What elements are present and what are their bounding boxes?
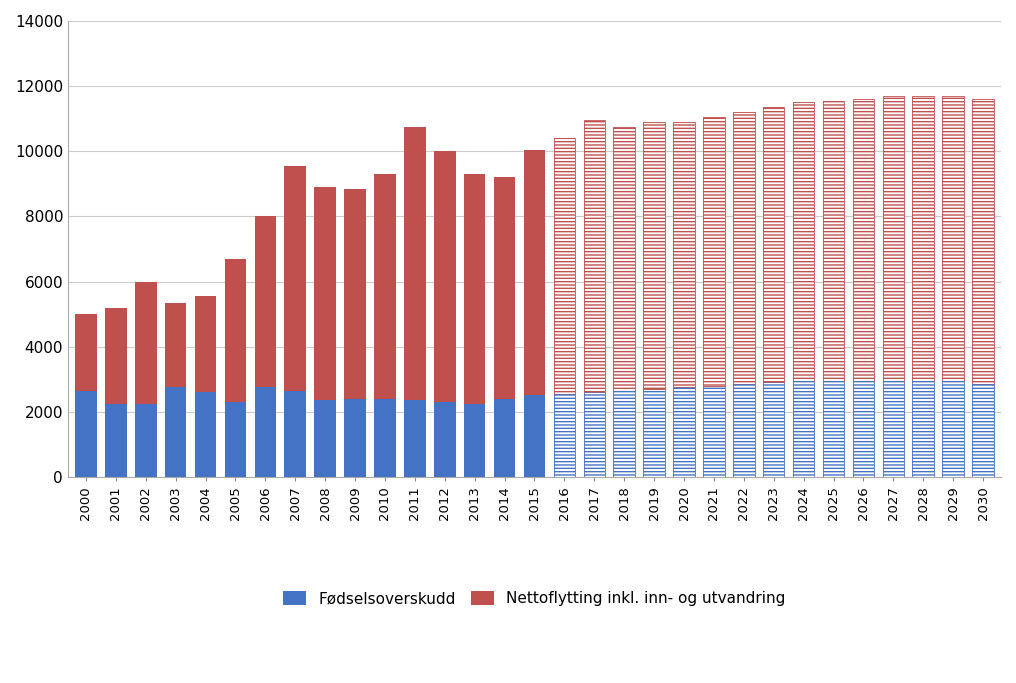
Bar [614,127,635,391]
Bar [823,381,844,477]
Bar [255,387,276,477]
Bar [823,101,844,381]
Bar [703,117,724,386]
Bar [852,381,874,477]
Bar [434,151,455,402]
Bar [792,381,815,477]
Bar [75,391,97,477]
Bar [614,391,635,477]
Legend: Fødselsoverskudd, Nettoflytting inkl. inn- og utvandring: Fødselsoverskudd, Nettoflytting inkl. in… [283,591,785,606]
Bar [763,382,784,477]
Bar [703,386,724,477]
Bar [763,382,784,477]
Bar [734,384,755,477]
Bar [703,117,724,386]
Bar [105,307,127,404]
Bar [912,96,934,381]
Bar [494,178,515,399]
Bar [943,381,964,477]
Bar [583,392,606,477]
Bar [734,384,755,477]
Bar [883,381,904,477]
Bar [972,99,994,384]
Bar [225,259,246,402]
Bar [614,127,635,391]
Bar [912,381,934,477]
Bar [554,138,575,394]
Bar [912,381,934,477]
Bar [643,122,664,389]
Bar [792,102,815,381]
Bar [583,392,606,477]
Bar [105,404,127,477]
Bar [195,296,216,392]
Bar [852,99,874,381]
Bar [374,174,396,399]
Bar [165,387,186,477]
Bar [643,122,664,389]
Bar [972,384,994,477]
Bar [583,120,606,392]
Bar [883,381,904,477]
Bar [643,389,664,477]
Bar [75,314,97,391]
Bar [823,381,844,477]
Bar [284,166,306,391]
Bar [434,402,455,477]
Bar [583,120,606,392]
Bar [734,112,755,384]
Bar [943,96,964,381]
Bar [883,96,904,381]
Bar [883,96,904,381]
Bar [852,381,874,477]
Bar [614,391,635,477]
Bar [643,389,664,477]
Bar [972,384,994,477]
Bar [972,99,994,384]
Bar [404,400,426,477]
Bar [494,399,515,477]
Bar [523,150,546,395]
Bar [195,392,216,477]
Bar [284,391,306,477]
Bar [734,112,755,384]
Bar [703,386,724,477]
Bar [314,187,336,400]
Bar [943,96,964,381]
Bar [792,102,815,381]
Bar [554,394,575,477]
Bar [464,174,486,404]
Bar [404,127,426,400]
Bar [374,399,396,477]
Bar [554,394,575,477]
Bar [255,217,276,387]
Bar [943,381,964,477]
Bar [225,402,246,477]
Bar [763,107,784,382]
Bar [344,399,366,477]
Bar [523,395,546,477]
Bar [912,96,934,381]
Bar [763,107,784,382]
Bar [674,122,695,387]
Bar [674,387,695,477]
Bar [344,189,366,399]
Bar [792,381,815,477]
Bar [314,400,336,477]
Bar [135,281,156,404]
Bar [554,138,575,394]
Bar [165,303,186,387]
Bar [674,122,695,387]
Bar [852,99,874,381]
Bar [135,404,156,477]
Bar [674,387,695,477]
Bar [464,404,486,477]
Bar [823,101,844,381]
